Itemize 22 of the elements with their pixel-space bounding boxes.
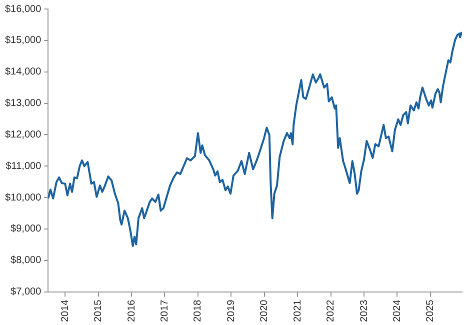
x-tick-label: 2025 [425, 299, 436, 322]
x-tick-label: 2021 [292, 299, 304, 322]
y-tick-label: $8,000 [10, 255, 42, 266]
x-tick-label: 2014 [60, 299, 71, 322]
y-tick-label: $12,000 [4, 129, 42, 140]
y-tick-label: $11,000 [6, 160, 42, 172]
x-tick-label: 2015 [93, 299, 104, 322]
x-tick-label: 2016 [126, 299, 138, 322]
y-tick-label: $15,000 [4, 35, 42, 46]
y-tick-label: $13,000 [4, 98, 42, 109]
y-tick-label: $9,000 [10, 224, 42, 235]
x-tick-label: 2024 [392, 299, 403, 322]
y-tick-label: $14,000 [4, 66, 42, 78]
y-tick-label: $7,000 [10, 286, 42, 298]
x-tick-label: 2018 [192, 299, 204, 322]
x-tick-label: 2019 [226, 299, 237, 322]
x-tick-label: 2022 [326, 299, 337, 322]
y-tick-label: $10,000 [4, 192, 42, 204]
x-tick-label: 2017 [159, 299, 170, 322]
x-tick-label: 2023 [358, 299, 370, 322]
y-tick-label: $16,000 [4, 4, 42, 15]
x-tick-label: 2020 [259, 299, 270, 322]
